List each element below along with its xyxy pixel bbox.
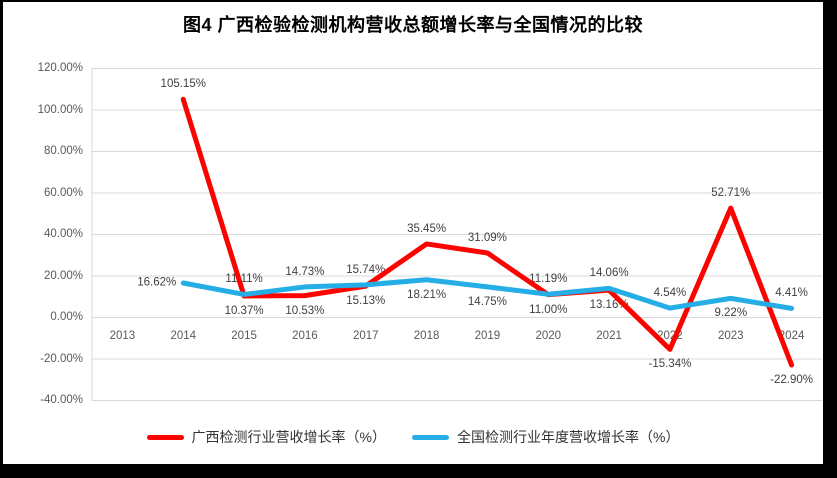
legend-line-swatch bbox=[146, 434, 184, 440]
legend-line-swatch bbox=[412, 434, 449, 440]
legend-item-national: 全国检测行业年度营收增长率（%） bbox=[412, 429, 679, 445]
legend-label: 全国检测行业年度营收增长率（%） bbox=[457, 429, 680, 445]
legend-item-guangxi: 广西检测行业营收增长率（%） bbox=[146, 429, 386, 445]
legend-label: 广西检测行业营收增长率（%） bbox=[191, 429, 386, 445]
chart-frame bbox=[3, 2, 823, 464]
chart-title: 图4 广西检验检测机构营收总额增长率与全国情况的比较 bbox=[182, 15, 643, 35]
legend: 广西检测行业营收增长率（%） 全国检测行业年度营收增长率（%） bbox=[3, 429, 823, 445]
